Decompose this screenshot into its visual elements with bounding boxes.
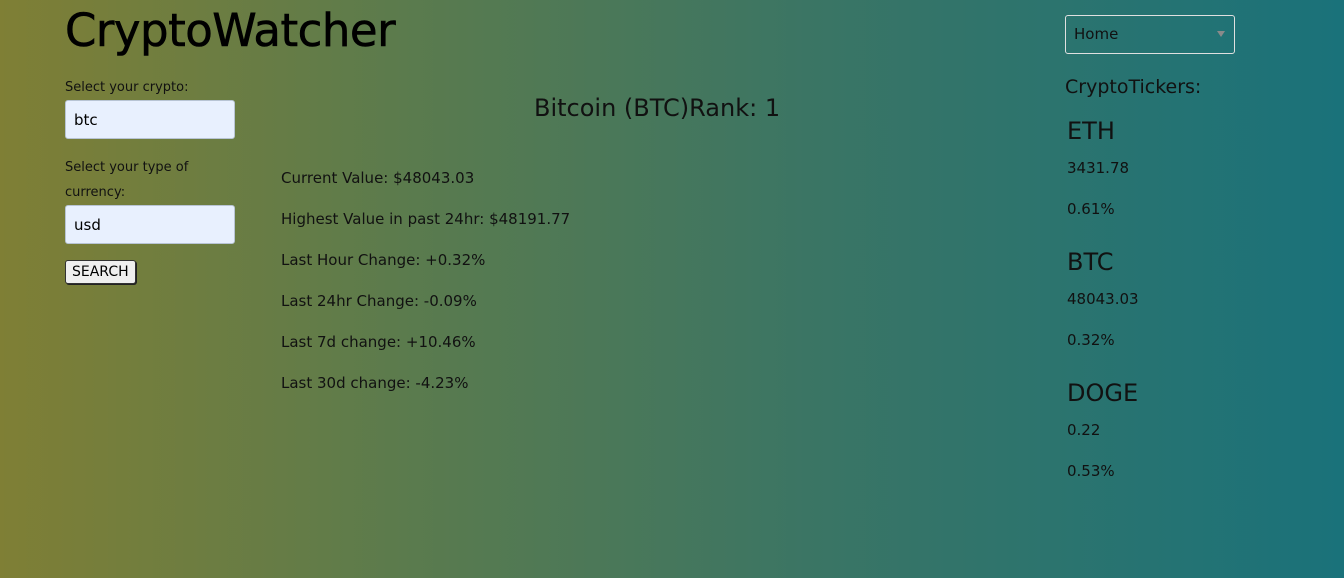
ticker-symbol: DOGE: [1067, 379, 1139, 407]
ticker-doge: DOGE 0.22 0.53%: [1067, 379, 1139, 480]
ticker-symbol: ETH: [1067, 117, 1115, 145]
last-7d-change-stat: Last 7d change: +10.46%: [281, 333, 476, 351]
highest-value-stat: Highest Value in past 24hr: $48191.77: [281, 210, 571, 228]
ticker-price: 3431.78: [1067, 159, 1130, 177]
current-value-stat: Current Value: $48043.03: [281, 169, 475, 187]
page-select[interactable]: Home: [1065, 15, 1235, 54]
chevron-down-icon: [1217, 31, 1225, 37]
search-button[interactable]: SEARCH: [65, 260, 136, 284]
ticker-change: 0.32%: [1067, 331, 1115, 349]
ticker-symbol: BTC: [1067, 248, 1114, 276]
ticker-eth: ETH 3431.78 0.61%: [1067, 117, 1129, 218]
app-title: CryptoWatcher: [65, 4, 396, 58]
currency-label: Select your type of currency:: [65, 160, 189, 200]
last-hour-change-stat: Last Hour Change: +0.32%: [281, 251, 486, 269]
tickers-title: CryptoTickers:: [1065, 76, 1202, 98]
coin-stats-list: Current Value: $48043.03 Highest Value i…: [281, 168, 570, 414]
last-24hr-change-stat: Last 24hr Change: -0.09%: [281, 292, 477, 310]
coin-heading: Bitcoin (BTC)Rank: 1: [534, 94, 781, 122]
page-select-value: Home: [1074, 25, 1119, 43]
ticker-price: 0.22: [1067, 421, 1101, 439]
ticker-price: 48043.03: [1067, 290, 1139, 308]
crypto-label: Select your crypto:: [65, 80, 189, 95]
ticker-btc: BTC 48043.03 0.32%: [1067, 248, 1139, 349]
currency-input[interactable]: [65, 205, 235, 244]
crypto-input[interactable]: [65, 100, 235, 139]
ticker-change: 0.53%: [1067, 462, 1115, 480]
last-30d-change-stat: Last 30d change: -4.23%: [281, 374, 469, 392]
ticker-change: 0.61%: [1067, 200, 1115, 218]
